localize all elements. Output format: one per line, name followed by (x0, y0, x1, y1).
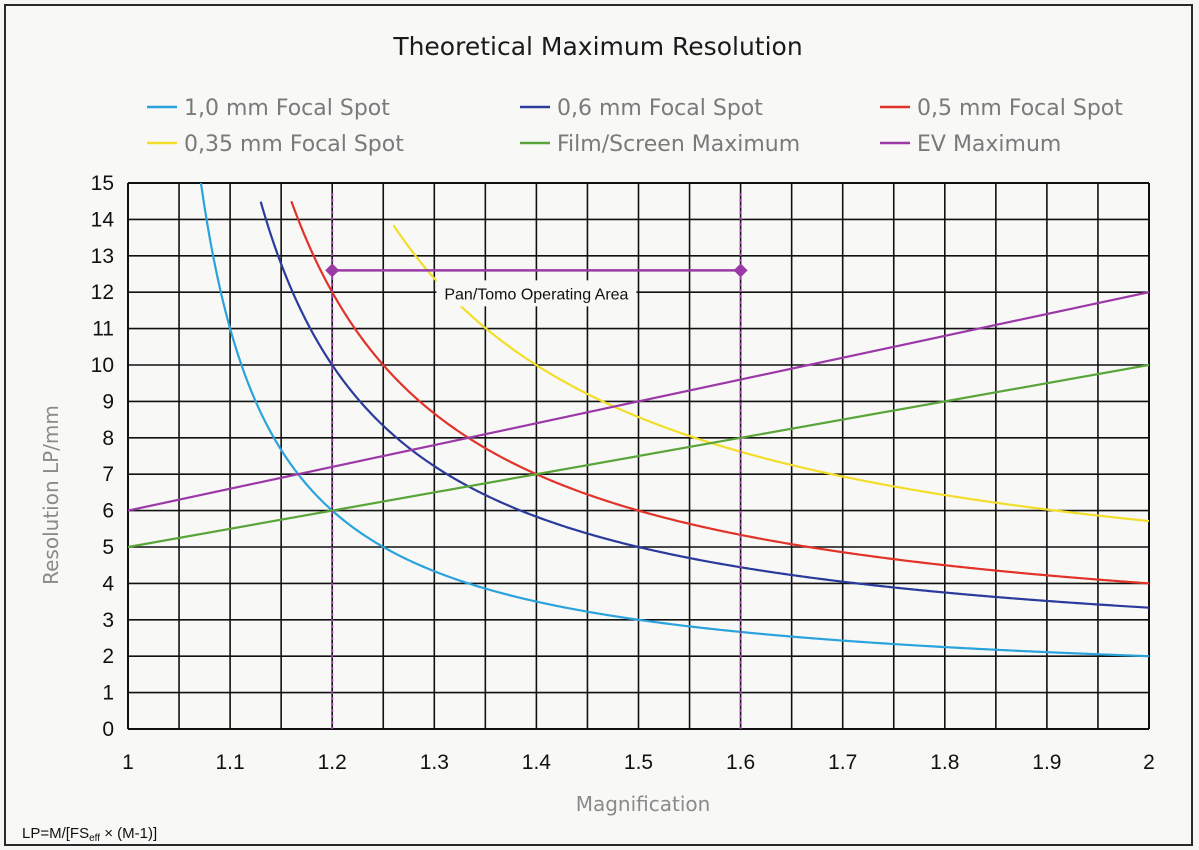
series-line (259, 201, 1149, 609)
x-tick-label: 1.1 (215, 751, 244, 774)
x-tick-label: 1.3 (420, 751, 449, 774)
chart-title: Theoretical Maximum Resolution (392, 32, 802, 61)
y-tick-label: 8 (102, 427, 114, 450)
y-tick-label: 10 (91, 354, 114, 377)
series-line (128, 291, 1149, 512)
x-tick-label: 1.5 (624, 751, 653, 774)
y-tick-label: 0 (102, 718, 114, 741)
annotation-label: Pan/Tomo Operating Area (444, 286, 628, 303)
x-tick-label: 2 (1143, 751, 1155, 774)
series-line (199, 183, 1149, 658)
formula-main: LP=M/[FS (22, 825, 89, 842)
y-tick-label: 2 (102, 645, 114, 668)
x-tick-label: 1.7 (828, 751, 857, 774)
legend-label: 1,0 mm Focal Spot (184, 96, 390, 121)
x-tick-label: 1.6 (726, 751, 755, 774)
y-tick-label: 5 (102, 536, 114, 559)
y-tick-label: 4 (102, 572, 114, 595)
y-tick-label: 13 (91, 245, 114, 268)
legend-label: EV Maximum (917, 132, 1061, 157)
y-axis-label: Resolution LP/mm (39, 405, 63, 585)
formula-tail: × (M-1)] (100, 825, 157, 842)
legend-label: Film/Screen Maximum (557, 132, 800, 157)
y-tick-label: 1 (102, 682, 114, 705)
y-tick-label: 9 (102, 390, 114, 413)
legend-label: 0,5 mm Focal Spot (917, 96, 1123, 121)
y-tick-label: 12 (91, 281, 114, 304)
operating-area-marker (733, 263, 748, 278)
legend-label: 0,35 mm Focal Spot (184, 132, 404, 157)
x-axis-label: Magnification (576, 792, 711, 816)
operating-area-marker (325, 263, 340, 278)
formula: LP=M/[FSeff × (M-1)] (22, 825, 157, 844)
x-tick-label: 1 (122, 751, 134, 774)
y-tick-label: 3 (102, 609, 114, 632)
x-tick-label: 1.9 (1032, 751, 1061, 774)
series-layer (128, 183, 1149, 658)
y-tick-label: 14 (91, 208, 115, 231)
annotation-bg (436, 280, 637, 307)
formula-subscript: eff (89, 833, 100, 844)
y-tick-label: 11 (92, 318, 114, 341)
legend-label: 0,6 mm Focal Spot (557, 96, 763, 121)
series-line (392, 224, 1149, 523)
legend: 1,0 mm Focal Spot 0,6 mm Focal Spot 0,5 mm… (147, 96, 1123, 157)
series-line (128, 363, 1149, 549)
y-tick-label: 6 (102, 500, 114, 523)
annotation-layer: Pan/Tomo Operating Area (325, 193, 748, 729)
x-tick-label: 1.4 (522, 751, 552, 774)
series-line (290, 200, 1149, 585)
y-tick-label: 7 (102, 463, 114, 486)
tick-layer: 1 1.1 1.2 1.3 1.4 1.5 1.6 1.7 1.8 1.9 201234567891… (91, 172, 1155, 774)
chart-frame (4, 4, 1193, 846)
x-tick-label: 1.2 (318, 751, 347, 774)
y-tick-label: 15 (91, 172, 114, 195)
x-tick-label: 1.8 (930, 751, 959, 774)
